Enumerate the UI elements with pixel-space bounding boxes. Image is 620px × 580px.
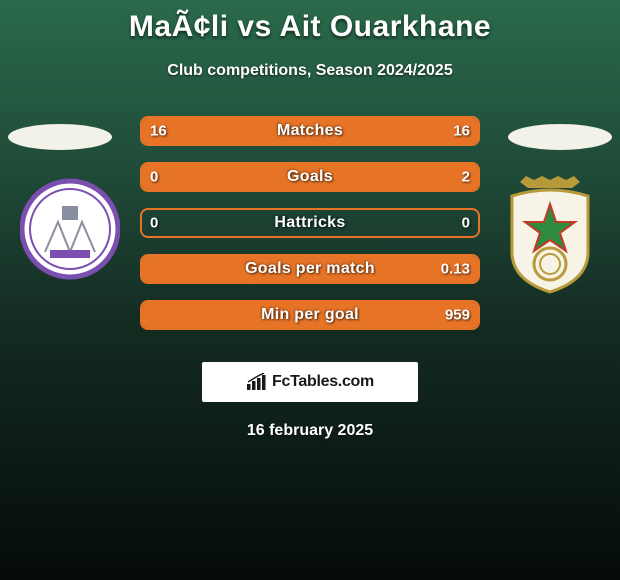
stat-value-right: 2	[462, 169, 470, 186]
date-label: 16 february 2025	[0, 422, 620, 440]
stat-row: Goals0 2	[140, 162, 480, 192]
brand-chart-icon	[246, 373, 268, 391]
stat-value-right: 16	[453, 123, 470, 140]
page-title: MaÃ¢li vs Ait Ouarkhane	[0, 0, 620, 44]
brand-text: FcTables.com	[272, 373, 374, 391]
stat-label: Goals per match	[140, 260, 480, 278]
stat-value-right: 0.13	[441, 261, 470, 278]
comparison-card: MaÃ¢li vs Ait Ouarkhane Club competition…	[0, 0, 620, 580]
stats-bars: Matches1616Goals02Hattricks00Goals per m…	[140, 116, 480, 346]
stat-value-left: 16	[150, 123, 167, 140]
left-club-badge	[20, 174, 120, 284]
stat-label: Matches	[140, 122, 480, 140]
stat-row: Hattricks0 0	[140, 208, 480, 238]
stat-row: Matches16 16	[140, 116, 480, 146]
stat-label: Hattricks	[140, 214, 480, 232]
stat-value-right: 0	[462, 215, 470, 232]
left-player-ellipse	[8, 124, 112, 150]
stat-value-left: 0	[150, 169, 158, 186]
stat-label: Min per goal	[140, 306, 480, 324]
brand-box[interactable]: FcTables.com	[202, 362, 418, 402]
content-area: Matches1616Goals02Hattricks00Goals per m…	[0, 110, 620, 350]
subtitle: Club competitions, Season 2024/2025	[0, 62, 620, 80]
stat-label: Goals	[140, 168, 480, 186]
right-player-ellipse	[508, 124, 612, 150]
stat-value-right: 959	[445, 307, 470, 324]
right-club-badge	[500, 174, 600, 284]
stat-row: Min per goal959	[140, 300, 480, 330]
stat-value-left: 0	[150, 215, 158, 232]
stat-row: Goals per match0.13	[140, 254, 480, 284]
